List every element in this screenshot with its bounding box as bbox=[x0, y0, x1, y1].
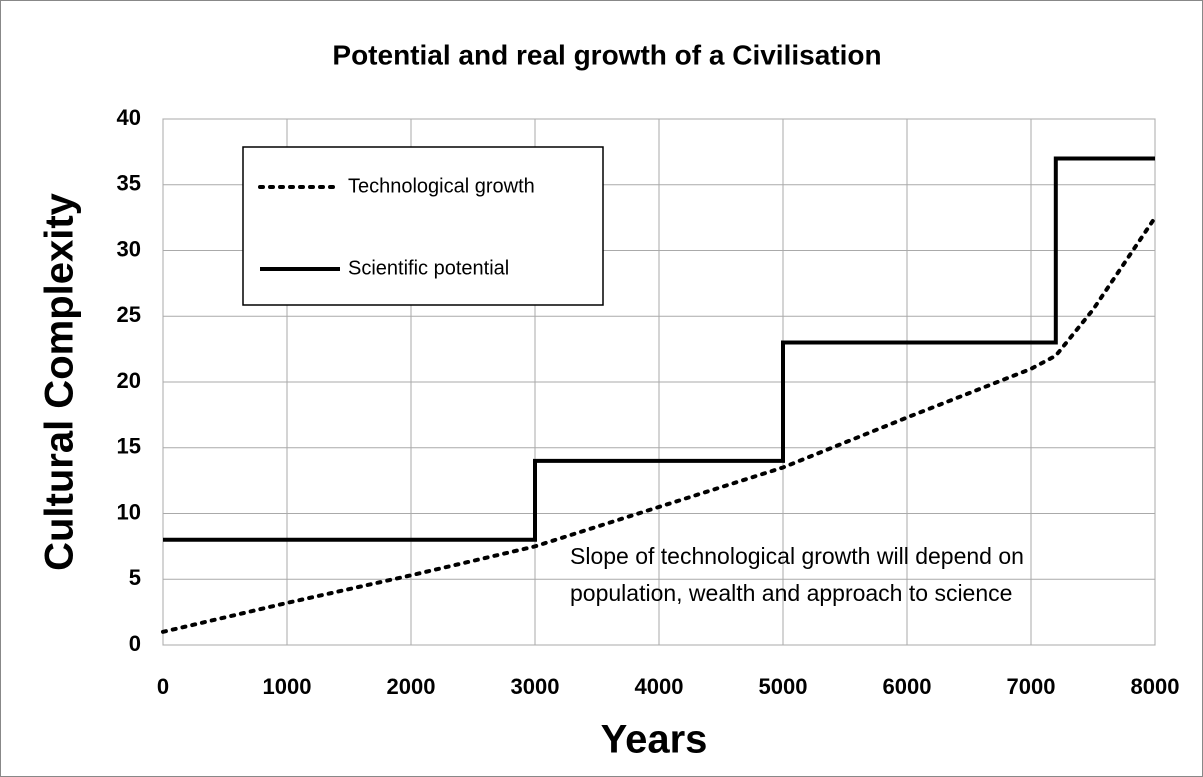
series-line bbox=[161, 215, 1157, 634]
series-line bbox=[163, 156, 1155, 542]
annotation: population, wealth and approach to scien… bbox=[570, 580, 1012, 606]
y-tick-label: 0 bbox=[129, 631, 141, 656]
x-tick-label: 1000 bbox=[263, 674, 312, 699]
x-axis-label: Years bbox=[601, 718, 708, 762]
y-tick-label: 25 bbox=[117, 302, 141, 327]
y-tick-label: 15 bbox=[117, 434, 141, 459]
x-tick-label: 6000 bbox=[883, 674, 932, 699]
annotation: Slope of technological growth will depen… bbox=[570, 543, 1024, 569]
legend-box bbox=[242, 146, 604, 306]
y-tick-label: 40 bbox=[117, 105, 141, 130]
legend-label: Technological growth bbox=[348, 175, 535, 197]
chart-title: Potential and real growth of a Civilisat… bbox=[332, 39, 881, 70]
y-tick-label: 10 bbox=[117, 499, 141, 524]
x-tick-label: 3000 bbox=[511, 674, 560, 699]
legend-label: Scientific potential bbox=[348, 257, 509, 279]
y-tick-label: 20 bbox=[117, 368, 141, 393]
x-tick-label: 7000 bbox=[1007, 674, 1056, 699]
y-tick-label: 5 bbox=[129, 565, 141, 590]
y-tick-label: 35 bbox=[117, 171, 141, 196]
y-tick-label: 30 bbox=[117, 236, 141, 261]
y-axis-label: Cultural Complexity bbox=[38, 192, 82, 571]
x-tick-label: 0 bbox=[157, 674, 169, 699]
x-tick-label: 4000 bbox=[635, 674, 684, 699]
x-tick-label: 8000 bbox=[1131, 674, 1180, 699]
x-tick-label: 2000 bbox=[387, 674, 436, 699]
x-tick-label: 5000 bbox=[759, 674, 808, 699]
